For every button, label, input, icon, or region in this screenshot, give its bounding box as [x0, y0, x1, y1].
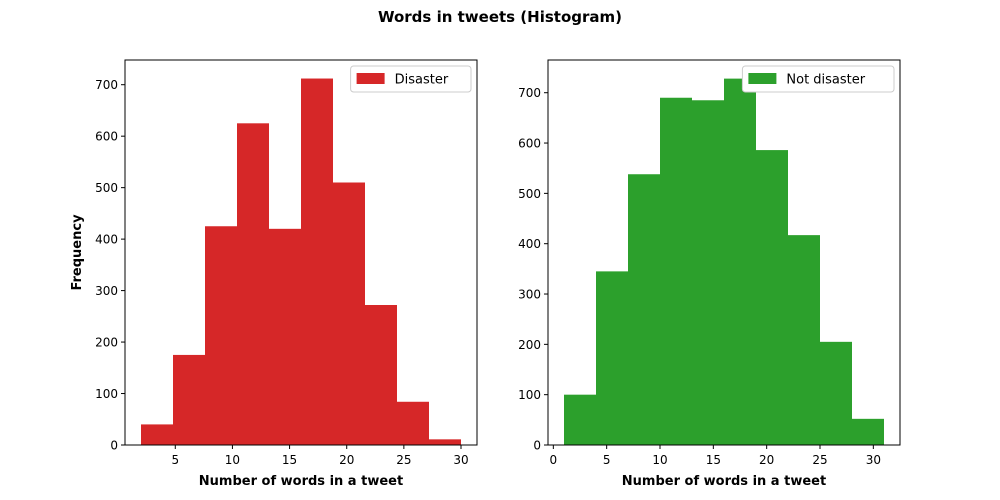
histogram-bar — [564, 394, 596, 445]
histogram-bar — [660, 97, 692, 446]
legend-swatch — [748, 73, 777, 84]
x-tick-label: 25 — [396, 453, 411, 467]
x-tick-label: 25 — [812, 453, 827, 467]
y-tick-label: 0 — [533, 439, 541, 453]
histogram-bar — [429, 439, 461, 445]
histogram-bar — [724, 78, 756, 446]
histogram-bar — [788, 235, 820, 445]
legend-box — [741, 65, 895, 93]
x-tick-label: 20 — [759, 453, 774, 467]
histogram-bar — [237, 123, 269, 445]
chart-panel-2: 0 5 10 15 20 25 300100200300400500600700Number… — [518, 59, 901, 489]
figure-title: Words in tweets (Histogram) — [378, 8, 622, 26]
histogram-bar — [365, 305, 397, 445]
x-tick-label: 20 — [339, 453, 354, 467]
y-tick-label: 400 — [95, 233, 118, 247]
x-tick-label: 5 — [171, 453, 179, 467]
chart-panel-1: 5 10 15 20 25 300100200300400500600700Number … — [70, 59, 478, 489]
y-tick-label: 700 — [518, 86, 541, 100]
histogram-bar — [852, 418, 884, 445]
y-tick-label: 200 — [95, 336, 118, 350]
axes-frame — [547, 59, 901, 446]
y-tick-label: 300 — [95, 284, 118, 298]
histogram-bar — [628, 174, 660, 446]
histogram-bar — [596, 271, 628, 445]
histogram-bar — [692, 100, 724, 445]
histogram-bar — [301, 78, 333, 445]
histogram-bar — [756, 150, 788, 445]
x-tick-label: 5 — [603, 453, 611, 467]
x-tick-label: 15 — [282, 453, 297, 467]
y-tick-label: 700 — [95, 78, 118, 92]
y-tick-label: 500 — [95, 181, 118, 195]
histogram-bar — [397, 401, 429, 445]
x-tick-label: 10 — [652, 453, 667, 467]
legend-swatch — [356, 73, 385, 84]
y-tick-label: 600 — [518, 137, 541, 151]
legend-label: Disaster — [395, 73, 449, 88]
histogram-bar — [205, 226, 237, 445]
y-tick-label: 500 — [518, 187, 541, 201]
x-tick-label: 0 — [550, 453, 558, 467]
y-tick-label: 100 — [95, 387, 118, 401]
x-axis-label: Number of words in a tweet — [199, 474, 403, 489]
x-tick-label: 15 — [706, 453, 721, 467]
y-tick-label: 200 — [518, 338, 541, 352]
histogram-bar — [173, 354, 205, 445]
x-tick-label: 30 — [866, 453, 881, 467]
y-tick-label: 400 — [518, 237, 541, 251]
x-tick-label: 30 — [453, 453, 468, 467]
chart-panels: 5 10 15 20 25 300100200300400500600700Number … — [70, 59, 901, 489]
y-tick-label: 600 — [95, 130, 118, 144]
y-tick-label: 100 — [518, 388, 541, 402]
histogram-bar — [333, 182, 365, 445]
y-axis-label: Frequency — [70, 214, 85, 291]
histogram-bar — [820, 341, 852, 445]
histogram-bar — [269, 228, 301, 445]
legend-label: Not disaster — [786, 73, 865, 88]
legend-box — [350, 65, 472, 93]
histogram-bar — [141, 424, 173, 445]
axes-frame — [124, 59, 478, 446]
x-tick-label: 10 — [225, 453, 240, 467]
y-tick-label: 0 — [110, 439, 118, 453]
x-axis-label: Number of words in a tweet — [622, 474, 826, 489]
y-tick-label: 300 — [518, 288, 541, 302]
